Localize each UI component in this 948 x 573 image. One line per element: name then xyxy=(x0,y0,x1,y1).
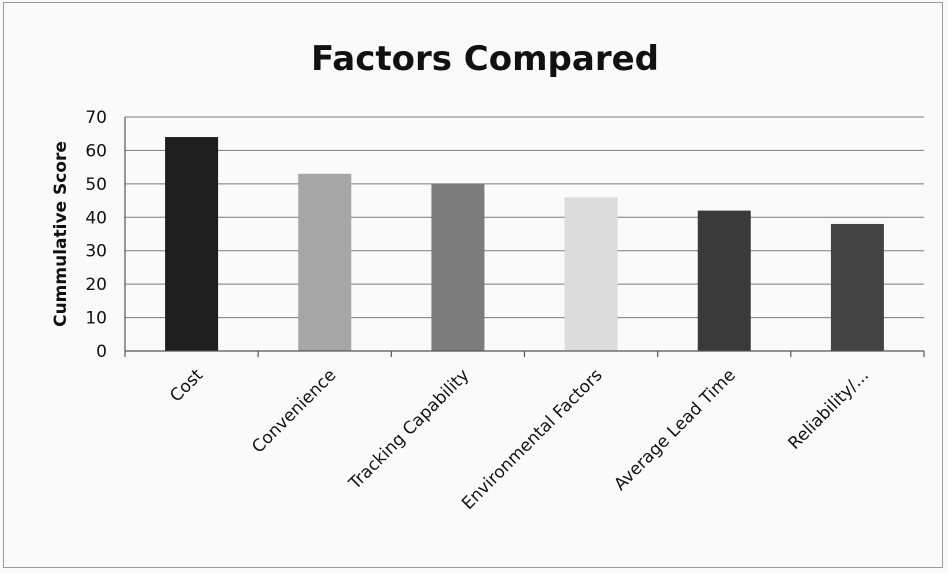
y-tick-label: 30 xyxy=(85,242,107,262)
x-tick-label: Convenience xyxy=(248,365,340,457)
y-tick-label: 10 xyxy=(85,309,107,329)
bar xyxy=(431,183,485,351)
axes xyxy=(124,117,925,357)
bar xyxy=(165,137,219,351)
x-tick-labels: Cost Convenience Tracking CapabilityEnviro… xyxy=(166,365,873,514)
bar xyxy=(830,223,884,351)
bar xyxy=(298,173,352,351)
x-tick-label: Reliability/... xyxy=(785,365,873,453)
x-tick-label: Average Lead Time xyxy=(610,365,739,494)
x-tick-label: Cost xyxy=(166,365,207,406)
gridlines xyxy=(125,116,924,319)
y-tick-label: 60 xyxy=(85,141,107,161)
y-tick-label: 40 xyxy=(85,208,107,228)
y-tick-label: 20 xyxy=(85,275,107,295)
y-axis-title: Cummulative Score xyxy=(51,141,71,327)
y-tick-label: 0 xyxy=(96,342,107,362)
y-tick-label: 50 xyxy=(85,175,107,195)
chart-title: Factors Compared xyxy=(311,39,659,79)
bar xyxy=(564,197,618,351)
x-tick-label: Environmental Factors xyxy=(458,365,607,514)
bar xyxy=(697,210,751,351)
y-tick-labels: 0 10 20 30 40 50 60 70 xyxy=(85,108,107,362)
bars xyxy=(165,137,884,351)
y-tick-label: 70 xyxy=(85,108,107,128)
x-tick-label: Tracking Capability xyxy=(345,365,474,494)
